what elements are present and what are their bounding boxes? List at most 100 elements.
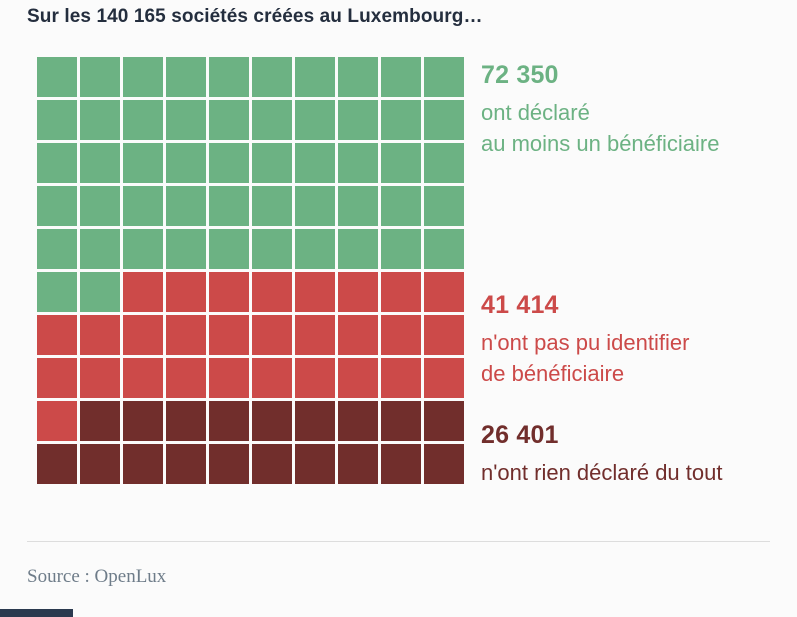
waffle-cell xyxy=(209,186,249,226)
waffle-cell xyxy=(209,401,249,441)
waffle-cell xyxy=(295,100,335,140)
waffle-cell xyxy=(295,272,335,312)
waffle-cell xyxy=(123,444,163,484)
waffle-cell xyxy=(80,401,120,441)
waffle-cell xyxy=(381,100,421,140)
waffle-cell xyxy=(252,143,292,183)
waffle-cell xyxy=(80,186,120,226)
waffle-cell xyxy=(123,143,163,183)
waffle-cell xyxy=(37,444,77,484)
stat-declared-label-line2: au moins un bénéficiaire xyxy=(481,131,720,156)
waffle-cell xyxy=(37,143,77,183)
waffle-cell xyxy=(381,57,421,97)
waffle-cell xyxy=(209,444,249,484)
stat-undeclared: 26 401 n'ont rien déclaré du tout xyxy=(481,420,722,488)
waffle-cell xyxy=(37,358,77,398)
waffle-cell xyxy=(424,358,464,398)
waffle-cell xyxy=(295,444,335,484)
waffle-cell xyxy=(166,358,206,398)
waffle-cell xyxy=(37,100,77,140)
chart-title: Sur les 140 165 sociétés créées au Luxem… xyxy=(27,6,483,27)
waffle-cell xyxy=(252,358,292,398)
waffle-cell xyxy=(338,272,378,312)
waffle-cell xyxy=(381,229,421,269)
waffle-cell xyxy=(338,229,378,269)
waffle-cell xyxy=(338,315,378,355)
waffle-cell xyxy=(166,100,206,140)
waffle-cell xyxy=(123,100,163,140)
waffle-cell xyxy=(252,186,292,226)
waffle-cell xyxy=(37,229,77,269)
waffle-cell xyxy=(252,229,292,269)
footer-divider xyxy=(27,541,770,542)
waffle-cell xyxy=(37,401,77,441)
waffle-cell xyxy=(338,143,378,183)
waffle-cell xyxy=(381,358,421,398)
waffle-cell xyxy=(381,401,421,441)
waffle-cell xyxy=(252,100,292,140)
bottom-accent-bar xyxy=(0,609,73,617)
waffle-cell xyxy=(209,229,249,269)
waffle-cell xyxy=(295,229,335,269)
waffle-cell xyxy=(123,57,163,97)
waffle-cell xyxy=(37,272,77,312)
waffle-cell xyxy=(166,143,206,183)
waffle-cell xyxy=(166,272,206,312)
waffle-cell xyxy=(80,57,120,97)
waffle-cell xyxy=(424,272,464,312)
waffle-cell xyxy=(37,57,77,97)
waffle-cell xyxy=(424,57,464,97)
waffle-cell xyxy=(424,229,464,269)
waffle-cell xyxy=(424,143,464,183)
stat-undeclared-label-line1: n'ont rien déclaré du tout xyxy=(481,460,723,485)
waffle-cell xyxy=(80,444,120,484)
stat-unidentified: 41 414 n'ont pas pu identifier de bénéfi… xyxy=(481,290,689,389)
waffle-cell xyxy=(80,358,120,398)
waffle-cell xyxy=(166,401,206,441)
waffle-cell xyxy=(80,100,120,140)
stat-declared: 72 350 ont déclaré au moins un bénéficia… xyxy=(481,60,719,159)
waffle-cell xyxy=(209,358,249,398)
waffle-cell xyxy=(123,186,163,226)
waffle-cell xyxy=(80,229,120,269)
stat-declared-label-line1: ont déclaré xyxy=(481,100,590,125)
waffle-cell xyxy=(252,57,292,97)
waffle-cell xyxy=(424,315,464,355)
waffle-cell xyxy=(424,401,464,441)
waffle-cell xyxy=(37,186,77,226)
waffle-cell xyxy=(381,315,421,355)
waffle-cell xyxy=(338,358,378,398)
waffle-cell xyxy=(123,358,163,398)
waffle-cell xyxy=(166,315,206,355)
waffle-cell xyxy=(80,272,120,312)
waffle-cell xyxy=(123,315,163,355)
stat-declared-value: 72 350 xyxy=(481,61,559,89)
waffle-cell xyxy=(424,100,464,140)
waffle-grid xyxy=(37,57,464,484)
waffle-cell xyxy=(209,272,249,312)
waffle-cell xyxy=(209,315,249,355)
waffle-cell xyxy=(123,401,163,441)
waffle-cell xyxy=(338,100,378,140)
waffle-cell xyxy=(166,229,206,269)
waffle-cell xyxy=(123,272,163,312)
waffle-cell xyxy=(338,401,378,441)
waffle-cell xyxy=(381,444,421,484)
waffle-cell xyxy=(424,444,464,484)
source-attribution: Source : OpenLux xyxy=(27,566,167,587)
waffle-cell xyxy=(209,143,249,183)
waffle-cell xyxy=(123,229,163,269)
waffle-cell xyxy=(80,143,120,183)
waffle-cell xyxy=(252,444,292,484)
waffle-cell xyxy=(295,315,335,355)
waffle-cell xyxy=(338,186,378,226)
waffle-cell xyxy=(209,100,249,140)
waffle-cell xyxy=(37,315,77,355)
waffle-cell xyxy=(381,143,421,183)
waffle-cell xyxy=(252,401,292,441)
stat-unidentified-label-line2: de bénéficiaire xyxy=(481,361,625,386)
waffle-cell xyxy=(166,444,206,484)
waffle-cell xyxy=(295,143,335,183)
waffle-cell xyxy=(252,315,292,355)
